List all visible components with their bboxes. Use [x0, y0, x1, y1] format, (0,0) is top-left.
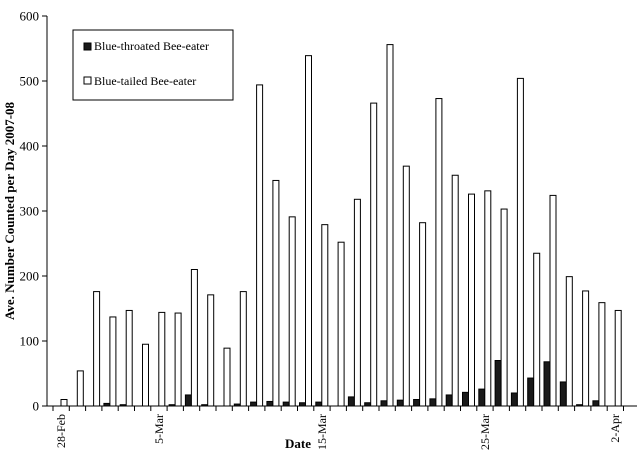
- x-tick-label: 25-Mar: [478, 414, 492, 450]
- bar-blue-throated-14: [282, 401, 290, 407]
- bar-blue-throated-25: [462, 391, 469, 407]
- bar-blue-throated-18: [347, 396, 355, 407]
- bar-blue-throated-13: [266, 400, 274, 407]
- bar-blue-tailed-20: [386, 44, 394, 407]
- bar-blue-tailed-3: [109, 316, 117, 407]
- bar-blue-tailed-19: [370, 102, 378, 407]
- y-tick-label: 0: [33, 399, 40, 414]
- bar-blue-tailed-22: [419, 222, 427, 407]
- bar-blue-tailed-13: [272, 179, 280, 407]
- bar-blue-throated-16: [315, 401, 323, 407]
- y-axis-ticks: 0 100 200 300 400 500 600: [20, 9, 47, 414]
- bar-blue-throated-33: [592, 400, 600, 407]
- bar-blue-tailed-14: [288, 216, 296, 407]
- bar-blue-tailed-12: [256, 84, 264, 407]
- bar-blue-tailed-11: [239, 291, 247, 407]
- bar-blue-tailed-32: [582, 290, 590, 407]
- bar-blue-tailed-9: [207, 294, 215, 407]
- bar-blue-tailed-1: [76, 370, 84, 407]
- bar-blue-throated-29: [527, 377, 535, 407]
- bar-blue-throated-23: [429, 398, 437, 407]
- bar-blue-tailed-10: [223, 347, 231, 407]
- x-tick-label: 28-Feb: [54, 414, 68, 448]
- legend-swatch-blue-tailed: [83, 76, 92, 85]
- bar-blue-tailed-26: [484, 190, 492, 407]
- y-axis-title: Ave. Number Counted per Day 2007-08: [2, 101, 17, 320]
- bar-blue-throated-20: [380, 400, 388, 407]
- bar-blue-tailed-23: [435, 98, 443, 407]
- legend-label-blue-tailed: Blue-tailed Bee-eater: [94, 74, 196, 88]
- bar-blue-tailed-34: [614, 309, 622, 407]
- bar-blue-tailed-2: [93, 291, 101, 407]
- bar-blue-tailed-15: [305, 55, 312, 407]
- y-tick-label: 200: [20, 269, 40, 284]
- x-axis-ticks: 28-Feb 5-Mar 15-Mar 25-Mar 2-Apr: [52, 406, 624, 450]
- x-tick-label: 2-Apr: [608, 414, 622, 443]
- y-tick-label: 500: [20, 74, 40, 89]
- bar-blue-throated-12: [250, 401, 258, 407]
- legend-label-blue-throated: Blue-throated Bee-eater: [94, 39, 209, 53]
- plot-area: [60, 44, 622, 407]
- bar-blue-tailed-31: [565, 276, 573, 407]
- legend: Blue-throated Bee-eater Blue-tailed Bee-…: [72, 29, 234, 101]
- bar-blue-throated-21: [396, 399, 404, 407]
- bar-blue-tailed-16: [321, 224, 329, 407]
- bar-blue-throated-8: [184, 394, 192, 407]
- legend-swatch-blue-throated: [83, 42, 92, 51]
- bar-blue-throated-27: [494, 360, 502, 407]
- bar-blue-tailed-6: [158, 311, 166, 407]
- bar-blue-tailed-28: [516, 77, 524, 407]
- bar-blue-tailed-27: [500, 208, 508, 407]
- y-tick-label: 300: [20, 204, 40, 219]
- bar-blue-throated-24: [445, 394, 453, 407]
- bar-blue-throated-28: [510, 392, 518, 407]
- bar-blue-tailed-4: [125, 309, 133, 407]
- bar-blue-throated-26: [478, 388, 486, 407]
- bar-blue-tailed-8: [190, 269, 198, 407]
- bar-blue-tailed-30: [549, 194, 557, 407]
- bar-blue-tailed-18: [353, 198, 361, 407]
- bar-blue-tailed-21: [402, 165, 410, 407]
- bar-blue-tailed-0: [60, 399, 68, 407]
- x-tick-label: 5-Mar: [152, 414, 166, 444]
- y-tick-label: 100: [20, 334, 40, 349]
- bar-blue-tailed-5: [142, 343, 149, 407]
- y-tick-label: 600: [20, 9, 40, 24]
- bar-blue-throated-30: [543, 361, 551, 407]
- bar-blue-tailed-29: [533, 252, 541, 407]
- legend-box: [72, 29, 234, 101]
- bar-blue-tailed-24: [451, 174, 459, 407]
- bar-blue-tailed-33: [598, 302, 606, 407]
- bar-blue-tailed-17: [337, 241, 345, 407]
- bar-blue-tailed-25: [468, 193, 475, 407]
- y-tick-label: 400: [20, 139, 40, 154]
- bar-blue-throated-31: [559, 381, 567, 407]
- x-axis-title: Date: [285, 436, 311, 451]
- bar-blue-throated-22: [413, 399, 421, 407]
- x-tick-label: 15-Mar: [315, 414, 329, 450]
- bar-blue-tailed-7: [174, 312, 182, 407]
